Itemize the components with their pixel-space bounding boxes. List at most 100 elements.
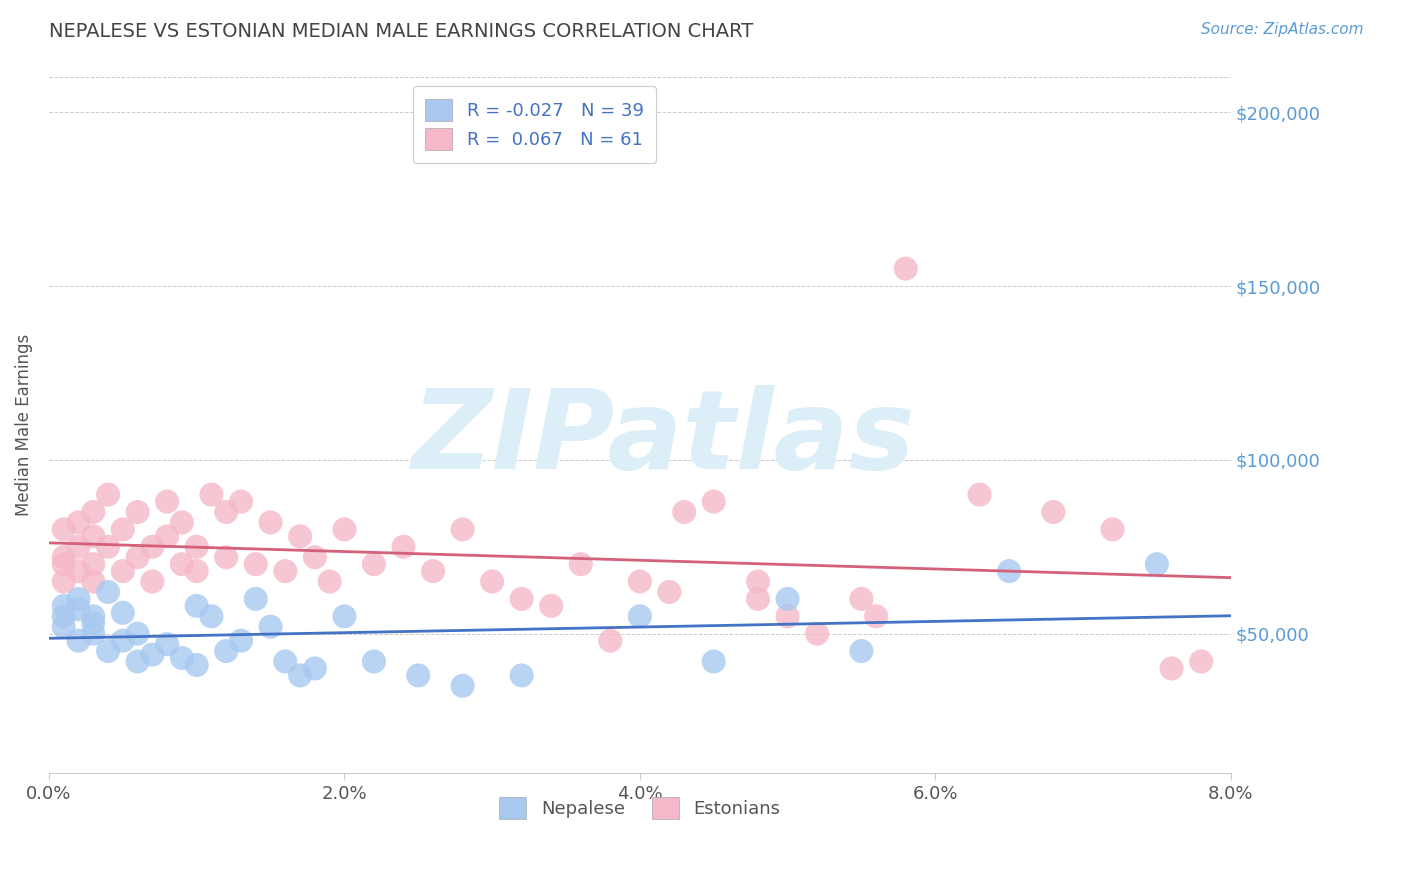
Point [510,668,533,682]
Point [851,644,873,658]
Point [747,574,769,589]
Point [1189,655,1212,669]
Point [229,494,252,508]
Point [52,557,75,571]
Point [215,644,238,658]
Point [97,488,120,502]
Point [111,564,134,578]
Point [569,557,592,571]
Point [186,540,208,554]
Point [186,599,208,613]
Point [215,505,238,519]
Point [599,633,621,648]
Point [215,550,238,565]
Point [1160,661,1182,675]
Point [628,609,651,624]
Point [747,591,769,606]
Point [363,557,385,571]
Point [127,626,149,640]
Point [200,488,222,502]
Point [451,679,474,693]
Point [141,574,163,589]
Point [141,540,163,554]
Point [274,564,297,578]
Point [673,505,696,519]
Point [156,637,179,651]
Point [141,648,163,662]
Point [865,609,887,624]
Point [304,661,326,675]
Point [333,609,356,624]
Point [288,529,311,543]
Point [998,564,1021,578]
Point [1101,522,1123,536]
Point [111,522,134,536]
Point [776,591,799,606]
Legend: Nepalese, Estonians: Nepalese, Estonians [485,782,794,833]
Point [333,522,356,536]
Point [52,620,75,634]
Point [67,591,90,606]
Point [658,585,681,599]
Point [170,516,193,530]
Point [406,668,429,682]
Point [156,529,179,543]
Point [510,591,533,606]
Text: Source: ZipAtlas.com: Source: ZipAtlas.com [1201,22,1364,37]
Point [97,644,120,658]
Point [776,609,799,624]
Point [1042,505,1064,519]
Point [392,540,415,554]
Point [245,591,267,606]
Point [52,574,75,589]
Point [67,564,90,578]
Point [259,516,281,530]
Point [52,550,75,565]
Point [451,522,474,536]
Point [82,529,104,543]
Point [1146,557,1168,571]
Point [274,655,297,669]
Point [127,655,149,669]
Point [82,626,104,640]
Point [127,550,149,565]
Point [67,516,90,530]
Point [186,657,208,672]
Text: NEPALESE VS ESTONIAN MEDIAN MALE EARNINGS CORRELATION CHART: NEPALESE VS ESTONIAN MEDIAN MALE EARNING… [49,22,754,41]
Point [229,633,252,648]
Point [851,591,873,606]
Point [67,602,90,616]
Point [82,505,104,519]
Point [97,540,120,554]
Point [156,494,179,508]
Point [170,651,193,665]
Point [82,574,104,589]
Point [52,522,75,536]
Point [422,564,444,578]
Point [52,609,75,624]
Point [200,609,222,624]
Point [82,609,104,624]
Point [52,599,75,613]
Text: ZIPatlas: ZIPatlas [412,385,915,492]
Point [318,574,340,589]
Point [111,633,134,648]
Point [288,668,311,682]
Point [304,550,326,565]
Point [82,557,104,571]
Point [259,620,281,634]
Point [481,574,503,589]
Point [703,655,725,669]
Point [82,616,104,631]
Point [245,557,267,571]
Y-axis label: Median Male Earnings: Median Male Earnings [15,334,32,516]
Point [363,655,385,669]
Point [186,564,208,578]
Point [111,606,134,620]
Point [894,261,917,276]
Point [703,494,725,508]
Point [806,626,828,640]
Point [969,488,991,502]
Point [628,574,651,589]
Point [67,633,90,648]
